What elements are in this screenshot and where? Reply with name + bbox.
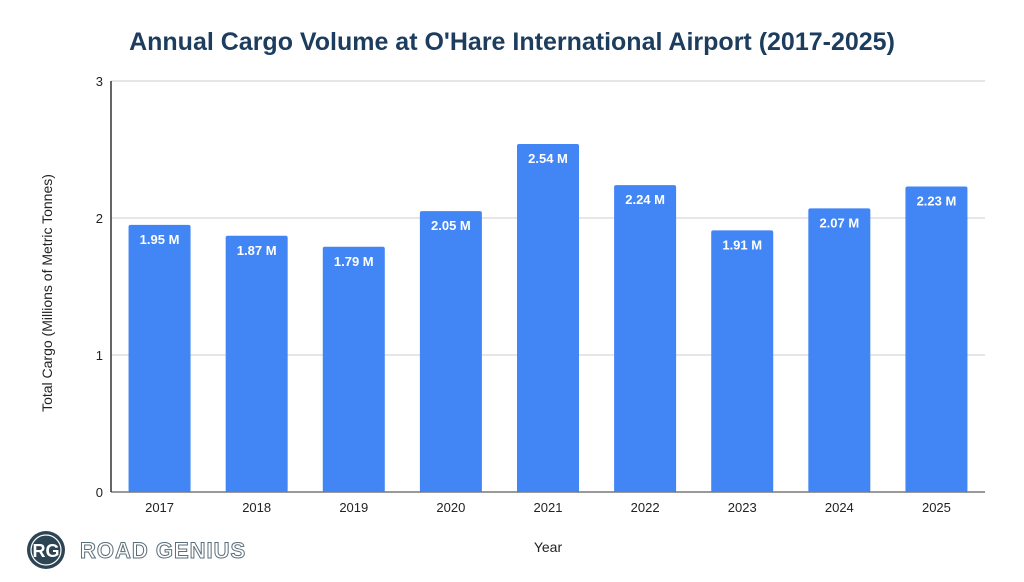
x-tick-label: 2020 xyxy=(436,500,465,515)
x-tick-label: 2025 xyxy=(922,500,951,515)
bar-2017 xyxy=(128,224,191,492)
y-axis-label: Total Cargo (Millions of Metric Tonnes) xyxy=(39,174,55,412)
data-label: 1.91 M xyxy=(722,237,762,252)
bar-2025 xyxy=(905,186,968,493)
data-label: 2.24 M xyxy=(625,192,665,207)
x-axis-label: Year xyxy=(534,539,563,555)
x-tick-label: 2022 xyxy=(631,500,660,515)
logo-text: ROAD GENIUS xyxy=(80,538,246,563)
x-tick-label: 2017 xyxy=(145,500,174,515)
bar-2019 xyxy=(322,246,385,492)
x-tick-label: 2019 xyxy=(339,500,368,515)
x-tick-label: 2024 xyxy=(825,500,854,515)
x-tick-label: 2023 xyxy=(728,500,757,515)
bar-2021 xyxy=(517,144,579,492)
data-label: 1.87 M xyxy=(237,243,277,258)
chart-title: Annual Cargo Volume at O'Hare Internatio… xyxy=(129,28,895,56)
data-label: 1.95 M xyxy=(140,232,180,247)
bar-2018 xyxy=(225,235,288,492)
bar-2020 xyxy=(419,211,482,492)
data-label: 1.79 M xyxy=(334,254,374,269)
data-label: 2.54 M xyxy=(528,151,568,166)
data-label: 2.23 M xyxy=(917,193,957,208)
bar-2024 xyxy=(808,208,871,492)
data-label: 2.05 M xyxy=(431,218,471,233)
y-tick-label: 2 xyxy=(96,211,103,226)
logo-initials: RG xyxy=(33,541,60,561)
data-label: 2.07 M xyxy=(819,215,859,230)
y-tick-label: 1 xyxy=(96,348,103,363)
x-tick-label: 2018 xyxy=(242,500,271,515)
y-tick-label: 3 xyxy=(96,74,103,89)
x-tick-label: 2021 xyxy=(534,500,563,515)
logo-circle xyxy=(27,531,65,569)
bar-2023 xyxy=(711,230,774,492)
bar-2022 xyxy=(614,185,677,492)
road-genius-logo: RG ROAD GENIUS xyxy=(27,531,246,569)
y-tick-label: 0 xyxy=(96,485,103,500)
